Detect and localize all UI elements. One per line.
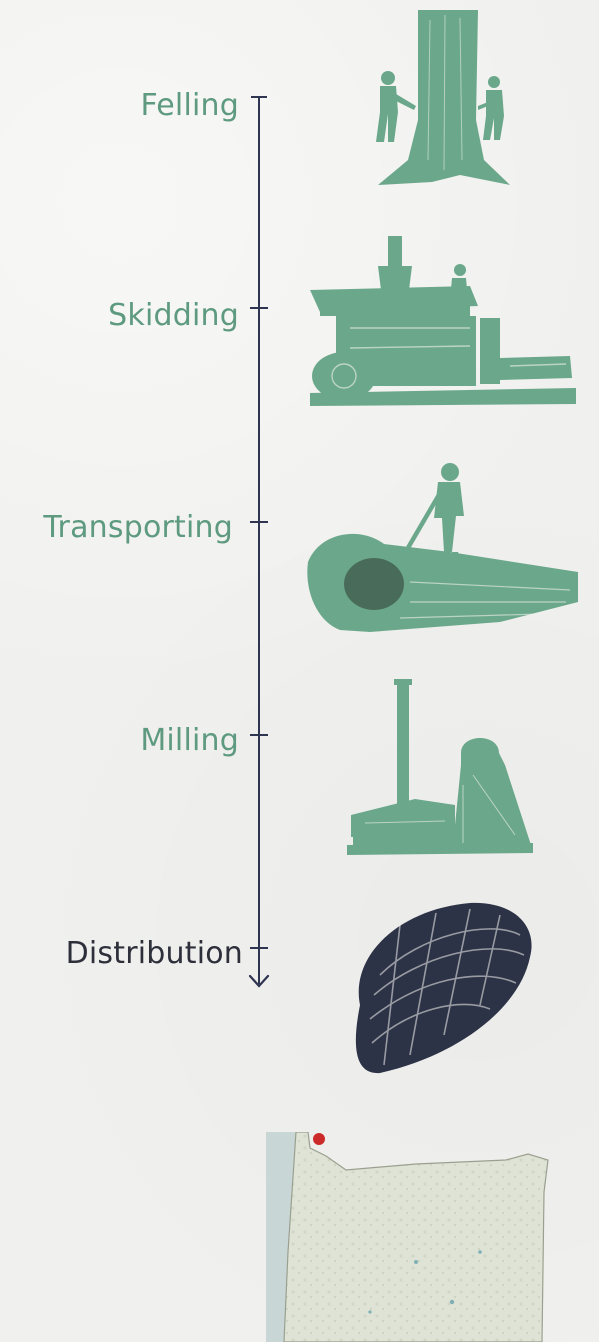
oregon-map	[266, 1132, 576, 1342]
log-bundle-illustration	[355, 902, 532, 1074]
stage-label-distribution: Distribution	[65, 936, 243, 971]
tick-transporting	[250, 521, 268, 523]
location-marker-icon	[313, 1133, 325, 1145]
skidding-illustration	[310, 236, 576, 406]
felling-illustration	[376, 10, 510, 185]
timeline-axis	[258, 96, 260, 984]
stage-label-milling: Milling	[140, 723, 239, 758]
stage-label-skidding: Skidding	[108, 298, 239, 333]
tick-skidding	[250, 307, 268, 309]
down-arrow-icon	[248, 974, 270, 988]
stage-label-felling: Felling	[140, 88, 239, 123]
tick-milling	[250, 734, 268, 736]
milling-illustration	[347, 679, 533, 855]
timeline-axis-top-cap	[251, 96, 267, 98]
stage-label-transporting: Transporting	[43, 510, 233, 545]
transporting-illustration	[307, 463, 578, 632]
tick-distribution	[250, 947, 268, 949]
